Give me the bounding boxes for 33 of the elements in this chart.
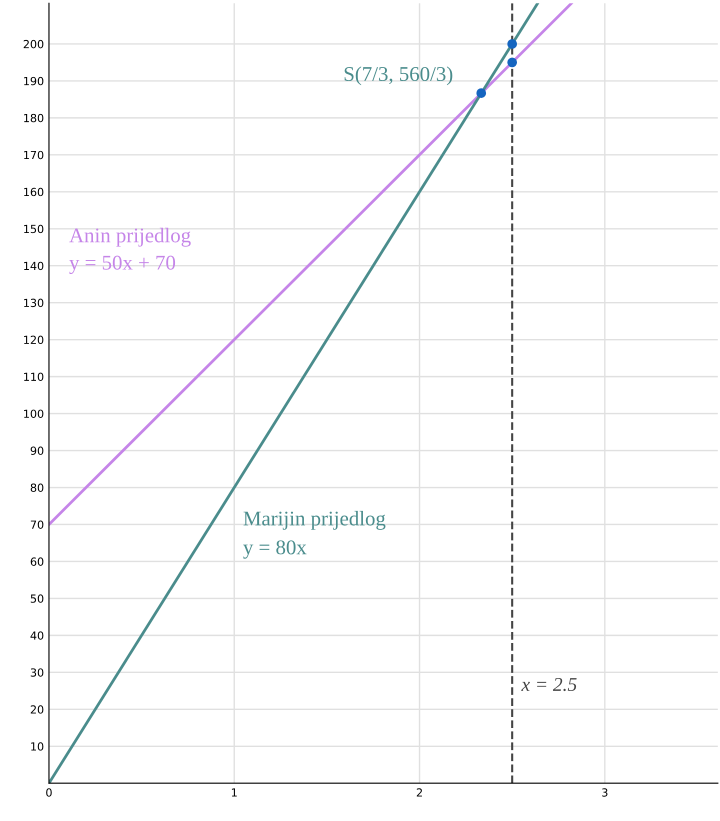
x-tick-label: 3 (602, 788, 608, 797)
y-tick-label: 40 (30, 631, 44, 640)
y-tick-label: 10 (31, 742, 44, 751)
y-tick-label: 100 (24, 410, 44, 418)
y-tick-label: 140 (24, 262, 44, 270)
y-tick-label: 120 (24, 336, 44, 344)
y-tick-label: 30 (30, 668, 44, 677)
y-tick-label: 180 (24, 114, 44, 122)
x-tick-label: 1 (232, 788, 237, 797)
y-tick-label: 110 (24, 372, 44, 382)
y-tick-label: 130 (24, 298, 44, 308)
annotation: Marijin prijedlog (244, 510, 386, 530)
y-tick-label: 190 (24, 76, 44, 86)
y-tick-label: 20 (30, 705, 44, 714)
annotation: y = 50x + 70 (69, 256, 176, 274)
annotation: y = 80x (243, 540, 307, 559)
y-tick-label: 80 (30, 483, 44, 492)
y-tick-label: 60 (30, 557, 44, 566)
y-tick-label: 150 (24, 224, 44, 234)
y-tick-label: 90 (30, 446, 44, 455)
y-tick-label: 160 (24, 188, 44, 196)
point (476, 88, 486, 98)
ref-line-label: x = 2.5 (521, 678, 577, 692)
point (507, 39, 518, 49)
y-tick-label: 200 (24, 40, 44, 48)
x-tick-label: 2 (416, 788, 422, 797)
y-tick-label: 50 (30, 594, 44, 603)
point (507, 58, 518, 68)
annotation: Anin prijedlog (69, 228, 191, 247)
x-tick-label: 0 (46, 788, 52, 797)
y-tick-label: 70 (30, 520, 44, 529)
y-tick-label: 170 (24, 150, 44, 160)
annotation: S(7/3, 560/3) (344, 66, 452, 86)
